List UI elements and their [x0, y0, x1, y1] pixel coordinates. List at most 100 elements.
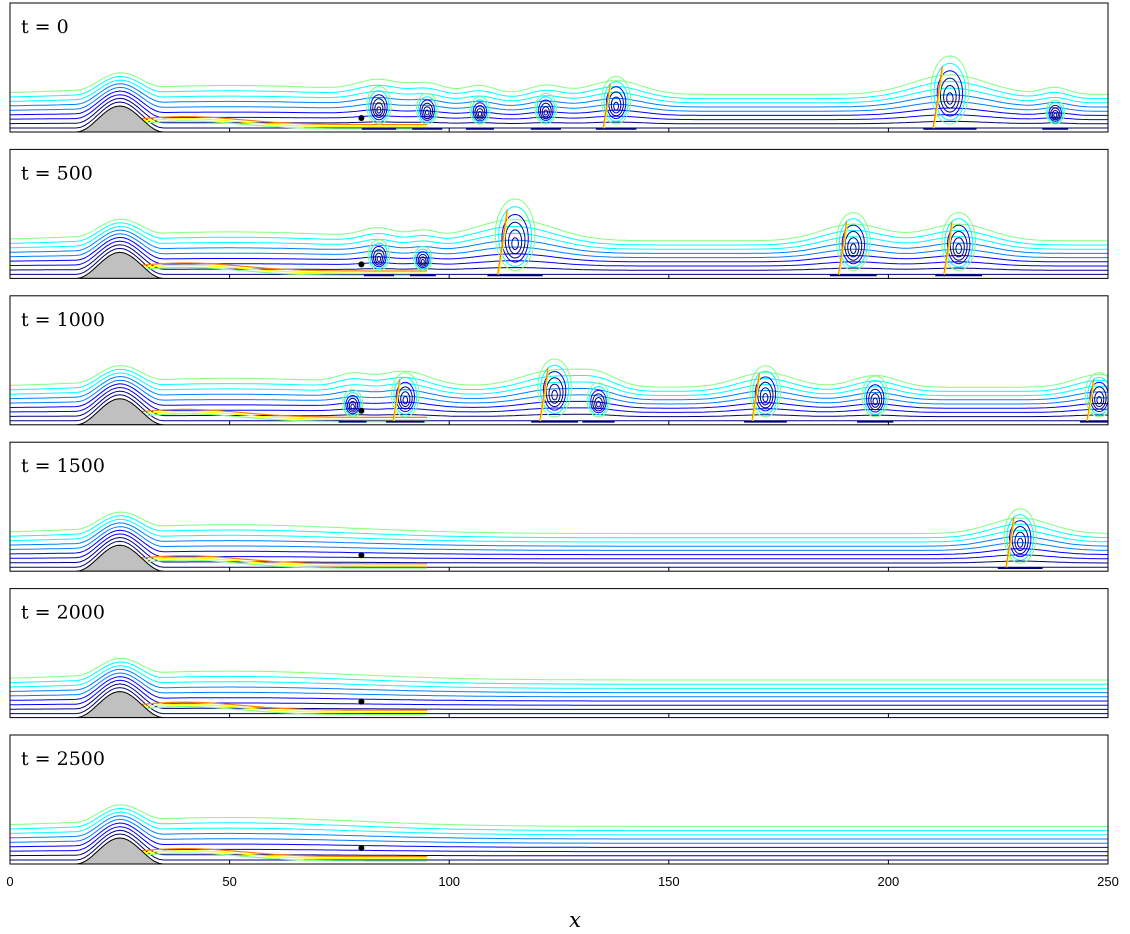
streamline [10, 394, 1108, 422]
vortex-contour [949, 230, 968, 261]
streamline [10, 218, 1108, 242]
vortex-edge-warm [392, 379, 401, 423]
vortex-edge-warm [538, 367, 549, 423]
vortex-contour [501, 214, 529, 263]
shear-layer-line [132, 852, 428, 862]
vortex-3 [829, 212, 877, 277]
vortex-edge-warm [751, 373, 760, 423]
x-tick-label: 100 [438, 874, 460, 889]
panel-label: t = 1000 [21, 309, 105, 331]
vortex-edge-warm [602, 83, 611, 131]
streamline [10, 804, 1108, 827]
contour-field [10, 657, 1108, 718]
vortex-contour [420, 259, 425, 264]
vortex-contour [367, 239, 391, 271]
vortex-contour [605, 86, 627, 119]
streamline [10, 661, 1108, 685]
vortex-contour [941, 212, 977, 271]
vortex-contour [1053, 112, 1058, 118]
vortex-contour [1048, 104, 1063, 122]
vortex-contour [419, 256, 427, 266]
vortex-contour [541, 106, 550, 118]
vortex-edge-yellow [497, 213, 509, 277]
panels-group: t = 0 t = 500 t = 1000 t = 1500 t = 2000 t = … [9, 2, 1109, 865]
vortex-edge-yellow [539, 370, 550, 423]
vortex-contour [543, 109, 549, 116]
streamline [10, 101, 1108, 129]
panel-3: t = 1500 [9, 441, 1109, 572]
vortex-contour [1017, 537, 1024, 548]
vortex-contour [749, 365, 782, 418]
vortex-contour [1094, 391, 1105, 408]
vortex-contour [947, 224, 971, 265]
panel-frame [9, 295, 1109, 426]
vortex-contour [348, 400, 357, 411]
vortex-contour [369, 242, 389, 270]
panel-frame [9, 2, 1109, 133]
vortex-contour [930, 55, 970, 125]
vortex-2 [487, 198, 543, 277]
vortex-contour [374, 252, 383, 264]
vortex-contour [1047, 102, 1064, 124]
probe-point [358, 845, 365, 851]
vortex-contour [511, 237, 519, 251]
vortex-contour [1045, 99, 1066, 125]
vortex-contour [415, 92, 439, 125]
vortex-contour [424, 109, 430, 116]
vortex-contour [952, 237, 965, 258]
streamline [10, 225, 1108, 250]
vortex-contour [540, 364, 570, 414]
streamline [10, 368, 1108, 392]
vortex-contour [376, 255, 382, 262]
vortex-contour [374, 102, 384, 116]
streamline [10, 229, 1108, 254]
vortex-contour [421, 102, 434, 120]
vortex-contour [868, 388, 883, 411]
contour-field [10, 55, 1108, 132]
streamline [10, 815, 1108, 840]
vortex-contour [542, 371, 567, 411]
vortex-3 [582, 382, 615, 423]
shear-layer-line [132, 411, 428, 421]
vortex-contour [847, 237, 860, 258]
hump-shape [75, 398, 164, 425]
shear-layer-line [132, 408, 428, 418]
streamline [10, 829, 1108, 857]
streamline [10, 90, 1108, 116]
vortex-contour [536, 96, 556, 123]
panel-0: t = 0 [9, 2, 1109, 133]
vortex-contour [752, 370, 779, 415]
vortex-contour [603, 81, 629, 122]
vortex-contour [933, 62, 967, 121]
streamline [10, 665, 1108, 689]
vortex-contour [870, 393, 881, 408]
shear-layer-line [132, 703, 428, 713]
vortex-contour [1084, 372, 1108, 418]
vortex-contour [498, 206, 533, 267]
vortex-contour [372, 98, 386, 118]
vortex-2 [465, 96, 494, 130]
shear-layer-line [132, 850, 428, 860]
streamline [10, 383, 1108, 409]
vortex-contour [494, 198, 536, 271]
vortex-contour [759, 387, 772, 406]
vortex-contour [537, 358, 572, 418]
vortex-contour [1051, 110, 1059, 119]
streamline [10, 807, 1108, 832]
vortex-6 [1042, 99, 1069, 130]
streamline [10, 511, 1108, 535]
streamline [10, 247, 1108, 275]
vortex-contour [955, 243, 963, 254]
shear-layer-line [132, 116, 428, 126]
panel-label: t = 2500 [21, 748, 105, 770]
vortex-contour [350, 403, 355, 410]
streamline [10, 522, 1108, 547]
streamline [10, 83, 1108, 108]
vortex-contour [866, 384, 885, 413]
vortex-contour [608, 91, 624, 117]
vortex-contour [538, 99, 554, 121]
streamline [10, 536, 1108, 564]
vortex-contour [836, 212, 871, 271]
x-axis-label: x [569, 908, 581, 932]
vortex-contour [469, 96, 491, 125]
